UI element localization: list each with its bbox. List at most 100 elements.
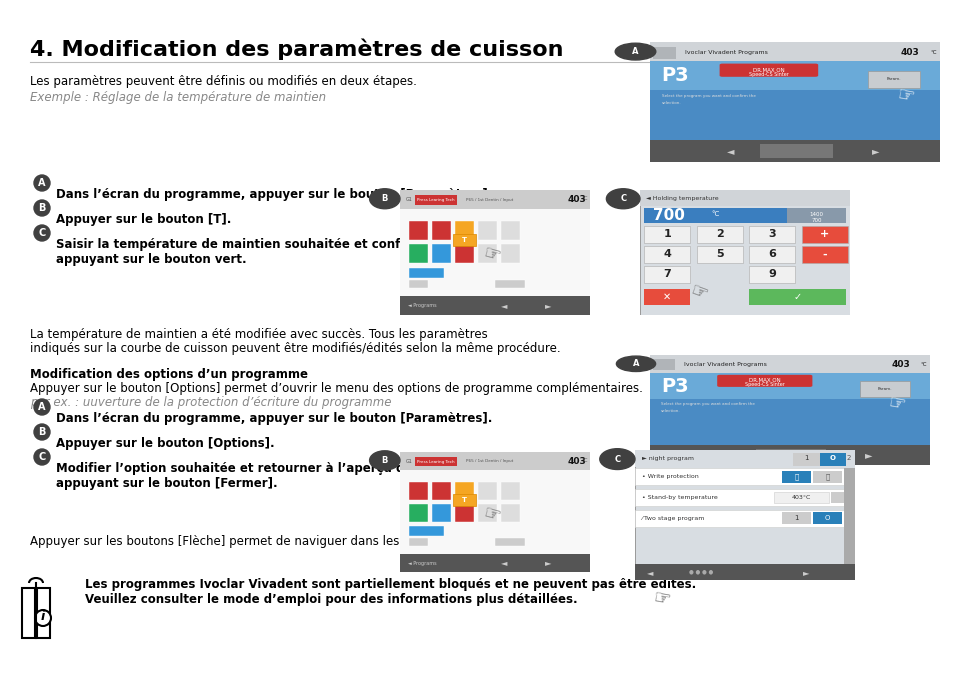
Text: ✕: ✕ — [662, 292, 671, 302]
Circle shape — [369, 451, 399, 470]
Circle shape — [34, 424, 50, 440]
Text: selection.: selection. — [660, 409, 680, 413]
Circle shape — [599, 449, 635, 470]
Text: ☞: ☞ — [479, 244, 501, 267]
Text: 4: 4 — [662, 250, 671, 259]
Text: G1: G1 — [405, 458, 412, 464]
Text: DR.MAX ON: DR.MAX ON — [748, 378, 780, 384]
Text: Modification des options d’un programme: Modification des options d’un programme — [30, 368, 308, 381]
Bar — [696, 246, 742, 262]
Text: ◄: ◄ — [727, 146, 734, 156]
FancyBboxPatch shape — [22, 588, 35, 638]
Text: 1: 1 — [794, 516, 798, 522]
Text: • Stand-by temperature: • Stand-by temperature — [641, 495, 717, 500]
Bar — [432, 503, 451, 522]
Bar — [649, 42, 939, 61]
Text: 700: 700 — [810, 217, 821, 223]
Text: P3: P3 — [661, 66, 688, 85]
Text: appuyant sur le bouton [Fermer].: appuyant sur le bouton [Fermer]. — [56, 477, 277, 490]
Text: 3: 3 — [768, 229, 776, 240]
Text: Dans l’écran du programme, appuyer sur le bouton [Paramètres].: Dans l’écran du programme, appuyer sur l… — [56, 188, 492, 201]
Text: -: - — [821, 250, 826, 259]
Bar — [455, 482, 474, 500]
Text: Select the program you want and confirm the: Select the program you want and confirm … — [660, 402, 754, 406]
Text: 9: 9 — [767, 269, 776, 279]
Text: i: i — [41, 610, 45, 623]
Bar — [477, 482, 497, 500]
Bar — [477, 221, 497, 240]
Circle shape — [369, 188, 399, 209]
Text: B: B — [38, 203, 46, 213]
Text: ☞: ☞ — [686, 281, 710, 304]
Text: Dans l’écran du programme, appuyer sur le bouton [Paramètres].: Dans l’écran du programme, appuyer sur l… — [56, 412, 492, 425]
Text: B: B — [381, 194, 388, 203]
Bar — [756, 448, 825, 462]
Text: °C: °C — [581, 197, 587, 201]
Text: ►: ► — [544, 559, 551, 567]
Bar — [819, 453, 845, 466]
Text: P65 / 1st Dentin / Input: P65 / 1st Dentin / Input — [466, 197, 514, 201]
Bar — [652, 359, 675, 370]
Bar — [643, 226, 690, 242]
Text: C: C — [38, 228, 46, 238]
Bar — [399, 209, 589, 296]
Bar — [495, 538, 525, 546]
Text: 7: 7 — [662, 269, 671, 279]
Circle shape — [34, 225, 50, 241]
Bar — [649, 373, 929, 446]
Bar — [409, 244, 428, 262]
Text: 403°C: 403°C — [791, 495, 810, 500]
Bar — [639, 190, 849, 206]
Text: 403: 403 — [567, 456, 585, 466]
Bar — [801, 246, 847, 262]
Text: par ex. : uuverture de la protection d’écriture du programme: par ex. : uuverture de la protection d’é… — [30, 396, 391, 409]
Bar — [409, 221, 428, 240]
Bar — [415, 457, 456, 466]
Text: 🔓: 🔓 — [824, 473, 829, 480]
Text: ◄: ◄ — [500, 301, 507, 310]
Text: Appuyer sur le bouton [T].: Appuyer sur le bouton [T]. — [56, 213, 232, 226]
Text: Appuyer sur les boutons [Flèche] permet de naviguer dans les pages d’options.: Appuyer sur les boutons [Flèche] permet … — [30, 535, 500, 548]
Text: Ivoclar Vivadent Programs: Ivoclar Vivadent Programs — [684, 50, 767, 55]
Text: A: A — [632, 47, 639, 56]
Text: 1: 1 — [662, 229, 671, 240]
Bar — [409, 503, 428, 522]
Text: C: C — [619, 194, 625, 203]
Bar — [649, 373, 929, 399]
Bar — [843, 489, 854, 506]
Bar — [643, 207, 845, 223]
Bar — [500, 244, 519, 262]
FancyBboxPatch shape — [717, 375, 812, 387]
Text: Exemple : Réglage de la température de maintien: Exemple : Réglage de la température de m… — [30, 91, 326, 104]
Text: A: A — [38, 402, 46, 412]
Text: ☞: ☞ — [651, 589, 671, 610]
Bar — [781, 471, 810, 483]
Bar — [432, 482, 451, 500]
Text: A: A — [38, 178, 46, 188]
Bar — [649, 446, 929, 465]
Text: Appuyer sur le bouton [Options] permet d’ouvrir le menu des options de programme: Appuyer sur le bouton [Options] permet d… — [30, 382, 642, 395]
Bar — [500, 482, 519, 500]
Text: ◄ Programs: ◄ Programs — [408, 561, 436, 565]
Text: ◄ Programs: ◄ Programs — [408, 303, 436, 308]
Text: Modifier l’option souhaitée et retourner à l’aperçu du programme en: Modifier l’option souhaitée et retourner… — [56, 462, 514, 475]
Bar — [432, 221, 451, 240]
Bar — [652, 47, 676, 59]
Bar — [843, 510, 854, 527]
Text: P3: P3 — [660, 377, 688, 396]
Bar — [409, 280, 428, 287]
Bar — [643, 289, 690, 305]
Text: Ivoclar Vivadent Programs: Ivoclar Vivadent Programs — [683, 362, 765, 367]
Text: ►: ► — [863, 450, 871, 460]
Text: B: B — [381, 456, 388, 465]
Bar — [399, 470, 589, 554]
Bar — [748, 289, 845, 305]
FancyBboxPatch shape — [37, 588, 50, 638]
Text: +: + — [820, 229, 828, 240]
Bar — [409, 267, 443, 277]
Bar — [399, 452, 589, 470]
Text: 4. Modification des paramètres de cuisson: 4. Modification des paramètres de cuisso… — [30, 38, 563, 59]
Text: T: T — [461, 497, 467, 503]
Text: °C: °C — [920, 362, 926, 367]
Text: °C: °C — [711, 211, 719, 217]
